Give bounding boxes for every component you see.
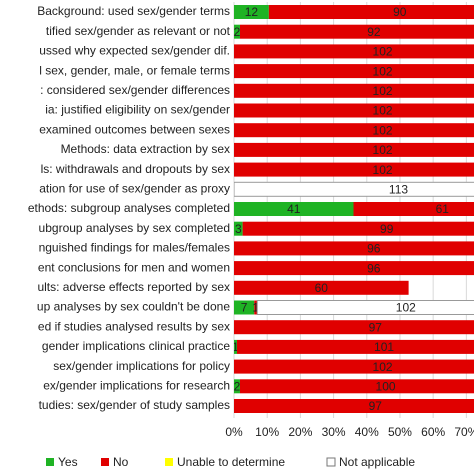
value-label: 102	[373, 104, 393, 118]
bar-segment	[234, 241, 474, 256]
value-label: 2	[234, 25, 241, 39]
bar-segment	[234, 162, 474, 177]
bar-segment	[353, 202, 474, 216]
value-label: 2	[234, 379, 241, 393]
y-tick-label: up analyses by sex couldn't be done	[37, 300, 230, 314]
y-tick-label: Methods: data extraction by sex	[61, 142, 230, 156]
y-tick-label: gender implications clinical practice	[42, 339, 230, 353]
y-tick-label: examined outcomes between sexes	[39, 122, 230, 136]
y-tick-label: : considered sex/gender differences	[40, 83, 230, 97]
bar-segment	[234, 320, 474, 335]
y-tick-label: ed if studies analysed results by sex	[38, 319, 230, 333]
bar-segment	[234, 181, 474, 197]
value-label: 102	[396, 301, 416, 315]
y-tick-label: nguished findings for males/females	[39, 241, 230, 255]
y-tick-label: ex/gender implications for research	[43, 378, 230, 392]
bar-segment	[234, 142, 474, 157]
bar-segment	[234, 64, 474, 79]
value-label: 61	[436, 202, 450, 216]
y-tick-label: sex/gender implications for policy	[53, 359, 230, 373]
bar-segment	[239, 24, 474, 39]
value-label: 96	[367, 261, 381, 275]
legend-label: Unable to determine	[177, 455, 285, 469]
value-label: 1	[232, 340, 239, 354]
y-tick-label: ubgroup analyses by sex completed	[39, 221, 230, 235]
bar-segment	[268, 5, 474, 19]
y-tick-label: tudies: sex/gender of study samples	[39, 398, 230, 412]
value-label: 3	[235, 222, 242, 236]
x-tick-label: 60%	[421, 425, 445, 439]
value-label: 102	[373, 84, 393, 98]
value-label: 102	[373, 360, 393, 374]
x-tick-label: 70%	[454, 425, 474, 439]
value-label: 1	[252, 301, 259, 315]
legend-label: No	[113, 455, 129, 469]
y-tick-label: ussed why expected sex/gender dif.	[39, 44, 230, 58]
bar-segment	[234, 339, 237, 354]
value-label: 102	[373, 163, 393, 177]
y-tick-label: Background: used sex/gender terms	[37, 4, 230, 18]
bar-segment	[234, 300, 255, 315]
x-tick-label: 30%	[322, 425, 346, 439]
y-tick-label: ia: justified eligibility on sex/gender	[45, 103, 230, 117]
legend-label: Yes	[58, 455, 78, 469]
x-tick-label: 40%	[355, 425, 379, 439]
bar-segment	[234, 202, 354, 216]
y-tick-label: l sex, gender, male, or female terms	[39, 63, 230, 77]
bar-segment	[234, 5, 269, 19]
bar-segment	[234, 261, 474, 276]
y-tick-label: ls: withdrawals and dropouts by sex	[41, 162, 230, 176]
y-tick-label: ent conclusions for men and women	[38, 260, 230, 274]
bar-segment	[234, 83, 474, 98]
y-tick-label: tified sex/gender as relevant or not	[46, 24, 231, 38]
bar-segment	[242, 221, 474, 236]
value-label: 102	[373, 64, 393, 78]
bar-segment	[234, 123, 474, 138]
value-label: 90	[393, 5, 407, 19]
value-label: 102	[373, 45, 393, 59]
legend-swatch	[101, 458, 109, 466]
bar-segment	[234, 379, 240, 394]
value-label: 113	[389, 182, 408, 196]
bar-segment	[236, 339, 474, 354]
x-tick-label: 50%	[388, 425, 412, 439]
bar-segment	[254, 300, 258, 315]
value-label: 97	[369, 399, 383, 413]
value-label: 96	[367, 242, 381, 256]
bar-segment	[234, 280, 409, 295]
legend-swatch	[165, 458, 173, 466]
value-label: 99	[380, 222, 394, 236]
x-tick-label: 10%	[255, 425, 279, 439]
bar-segment	[234, 221, 243, 236]
bar-segment	[234, 24, 240, 39]
legend-swatch	[326, 457, 336, 467]
value-label: 101	[374, 340, 394, 354]
y-tick-label: ults: adverse effects reported by sex	[37, 280, 230, 294]
value-label: 12	[245, 5, 259, 19]
x-tick-label: 0%	[225, 425, 243, 439]
value-label: 100	[376, 379, 396, 393]
value-label: 97	[369, 320, 383, 334]
bar-segment	[234, 399, 474, 413]
value-label: 41	[287, 202, 301, 216]
legend-swatch	[46, 458, 54, 466]
bar-segment	[234, 44, 474, 59]
legend-label: Not applicable	[339, 455, 415, 469]
bar-segment	[256, 300, 474, 315]
value-label: 92	[367, 25, 381, 39]
labels: 0% 10% 20% 30% 40% 50% 60% 70% Background: used …	[28, 4, 474, 469]
y-tick-label: ation for use of sex/gender as proxy	[39, 181, 230, 195]
y-tick-label: ethods: subgroup analyses completed	[28, 201, 230, 215]
bar-segment	[239, 379, 474, 394]
value-label: 7	[241, 301, 248, 315]
x-tick-label: 20%	[288, 425, 312, 439]
value-label: 102	[373, 143, 393, 157]
value-label: 102	[373, 123, 393, 137]
value-label: 60	[315, 281, 329, 295]
bar-segment	[234, 359, 474, 374]
bar-segment	[234, 103, 474, 118]
